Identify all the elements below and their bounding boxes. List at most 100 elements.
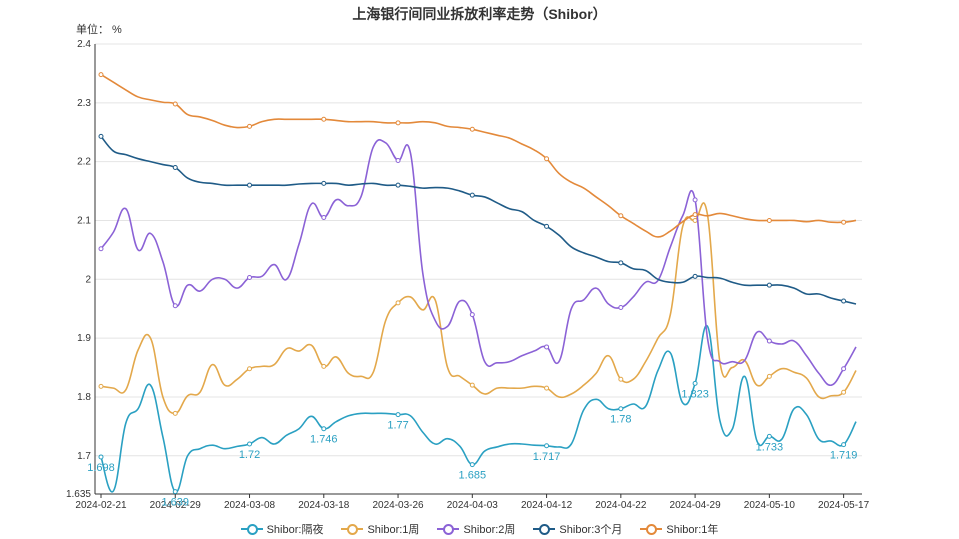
data-point-1w <box>469 382 475 388</box>
data-point-1w <box>98 383 104 389</box>
data-point-1w <box>766 373 772 379</box>
data-point-overnight <box>618 406 624 412</box>
data-point-overnight <box>766 433 772 439</box>
y-tick-label: 1.7 <box>77 451 91 462</box>
data-point-2w <box>98 246 104 252</box>
data-point-overnight <box>172 489 178 495</box>
legend-line-circle-icon <box>341 524 364 535</box>
x-tick-label: 2024-03-26 <box>372 500 424 511</box>
x-tick-label: 2024-03-08 <box>224 500 276 511</box>
data-point-overnight <box>544 443 550 449</box>
x-tick-label: 2024-04-29 <box>670 500 722 511</box>
data-point-1y <box>766 217 772 223</box>
data-point-2w <box>469 312 475 318</box>
data-point-1y <box>172 101 178 107</box>
legend-item-1y[interactable]: Shibor:1年 <box>640 521 718 537</box>
data-label: 1.746 <box>310 434 338 446</box>
series-line-3m <box>100 135 857 305</box>
data-point-3m <box>172 165 178 171</box>
y-tick-label: 2.2 <box>77 157 91 168</box>
data-point-3m <box>395 182 401 188</box>
data-label: 1.685 <box>459 470 487 482</box>
x-tick-label: 2024-04-22 <box>595 500 647 511</box>
x-tick-label: 2024-05-10 <box>744 500 796 511</box>
data-point-1y <box>692 212 698 218</box>
y-tick-label: 2.4 <box>77 39 91 50</box>
x-tick-label: 2024-03-18 <box>298 500 350 511</box>
legend-line-circle-icon <box>533 524 556 535</box>
data-point-1w <box>395 300 401 306</box>
data-point-2w <box>692 197 698 203</box>
data-point-3m <box>98 133 104 139</box>
legend-line-circle-icon <box>240 524 263 535</box>
data-point-3m <box>841 298 847 304</box>
legend: Shibor:隔夜 Shibor:1周 Shibor:2周 Shibor:3个月 Shi… <box>0 521 959 537</box>
data-point-3m <box>692 273 698 279</box>
chart-title: 上海银行间同业拆放利率走势（Shibor） <box>352 6 607 22</box>
data-point-overnight <box>98 454 104 460</box>
legend-label: Shibor:1周 <box>367 524 420 536</box>
data-point-3m <box>766 282 772 288</box>
series-line-1y <box>100 73 857 238</box>
data-point-overnight <box>395 412 401 418</box>
legend-item-3m[interactable]: Shibor:3个月 <box>533 521 622 537</box>
data-point-3m <box>469 192 475 198</box>
x-tick-label: 2024-04-03 <box>447 500 499 511</box>
data-point-2w <box>321 215 327 221</box>
data-point-1y <box>841 219 847 225</box>
legend-line-circle-icon <box>640 524 663 535</box>
data-point-3m <box>247 182 253 188</box>
data-point-3m <box>544 223 550 229</box>
data-point-1w <box>321 363 327 369</box>
data-point-2w <box>544 344 550 350</box>
legend-label: Shibor:隔夜 <box>266 524 324 536</box>
data-point-3m <box>321 180 327 186</box>
data-point-overnight <box>692 380 698 386</box>
data-label: 1.72 <box>239 449 260 461</box>
y-tick-label: 1.9 <box>77 333 91 344</box>
x-tick-label: 2024-02-29 <box>150 500 202 511</box>
unit-label: 单位： % <box>76 24 122 36</box>
y-tick-label: 2.3 <box>77 98 91 109</box>
data-point-overnight <box>469 462 475 468</box>
x-tick-label: 2024-02-21 <box>75 500 127 511</box>
series-line-1w <box>100 202 857 415</box>
data-point-overnight <box>247 441 253 447</box>
x-tick-label: 2024-04-12 <box>521 500 573 511</box>
legend-label: Shibor:2周 <box>463 524 516 536</box>
x-tick-label: 2024-05-17 <box>818 500 870 511</box>
data-point-1w <box>544 385 550 391</box>
data-point-1w <box>692 217 698 223</box>
data-point-2w <box>247 275 253 281</box>
legend-item-2w[interactable]: Shibor:2周 <box>437 521 515 537</box>
data-label: 1.823 <box>681 388 709 400</box>
data-point-2w <box>172 303 178 309</box>
data-label: 1.639 <box>161 497 189 509</box>
data-label: 1.733 <box>756 441 784 453</box>
data-point-1y <box>98 72 104 78</box>
data-label: 1.717 <box>533 451 561 463</box>
data-point-2w <box>766 338 772 344</box>
y-tick-label: 1.8 <box>77 392 91 403</box>
data-label: 1.698 <box>87 462 115 474</box>
legend-label: Shibor:1年 <box>666 524 719 536</box>
data-point-3m <box>618 260 624 266</box>
data-point-2w <box>841 366 847 372</box>
data-point-1w <box>618 376 624 382</box>
data-point-1y <box>247 123 253 129</box>
data-point-1y <box>321 116 327 122</box>
data-point-1w <box>172 410 178 416</box>
data-point-1w <box>841 389 847 395</box>
y-tick-label: 1.635 <box>66 489 91 500</box>
legend-item-1w[interactable]: Shibor:1周 <box>341 521 419 537</box>
data-point-1y <box>618 213 624 219</box>
data-point-1y <box>544 156 550 162</box>
y-tick-label: 2.1 <box>77 215 91 226</box>
y-tick-label: 2 <box>85 274 91 285</box>
legend-line-circle-icon <box>437 524 460 535</box>
data-point-1y <box>469 126 475 132</box>
data-point-2w <box>395 157 401 163</box>
legend-item-overnight[interactable]: Shibor:隔夜 <box>240 521 324 537</box>
data-point-overnight <box>841 442 847 448</box>
